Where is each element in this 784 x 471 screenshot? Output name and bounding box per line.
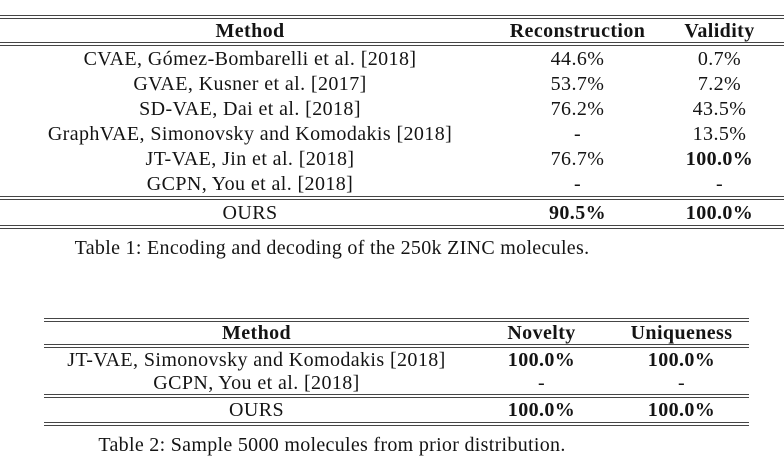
reconstruction-cell: 44.6% xyxy=(550,47,605,70)
method-cell: OURS xyxy=(229,399,284,421)
method-cell: GVAE, Kusner et al. [2017] xyxy=(133,72,367,95)
reconstruction-cell: 90.5% xyxy=(549,201,606,224)
table-row: GCPN, You et al. [2018] - - xyxy=(0,171,784,196)
table2-ours-row: OURS 100.0% 100.0% xyxy=(44,398,749,422)
table1-top-rule xyxy=(0,15,784,19)
table2-header-uniqueness: Uniqueness xyxy=(630,322,733,344)
method-cell: OURS xyxy=(222,201,278,224)
table1-header-reconstruction: Reconstruction xyxy=(509,19,646,42)
method-cell: JT-VAE, Simonovsky and Komodakis [2018] xyxy=(67,348,446,371)
uniqueness-cell: 100.0% xyxy=(647,348,716,371)
validity-cell: 0.7% xyxy=(697,47,742,70)
validity-cell: - xyxy=(715,172,724,195)
method-cell: CVAE, Gómez-Bombarelli et al. [2018] xyxy=(83,47,417,70)
table2-header-row: Method Novelty Uniqueness xyxy=(44,322,749,344)
table1-caption: Table 1: Encoding and decoding of the 25… xyxy=(74,237,590,259)
table2-footer-rule xyxy=(44,394,749,398)
table-row: GraphVAE, Simonovsky and Komodakis [2018… xyxy=(0,121,784,146)
table-1: Method Reconstruction Validity CVAE, Góm… xyxy=(0,15,784,229)
table2-header-novelty: Novelty xyxy=(507,322,576,344)
table-row: CVAE, Gómez-Bombarelli et al. [2018] 44.… xyxy=(0,46,784,71)
reconstruction-cell: - xyxy=(573,122,582,145)
method-cell: GCPN, You et al. [2018] xyxy=(146,172,354,195)
table-2: Method Novelty Uniqueness JT-VAE, Simono… xyxy=(44,318,749,426)
table-row: JT-VAE, Jin et al. [2018] 76.7% 100.0% xyxy=(0,146,784,171)
table1-ours-row: OURS 90.5% 100.0% xyxy=(0,200,784,225)
uniqueness-cell: - xyxy=(677,371,686,394)
method-cell: SD-VAE, Dai et al. [2018] xyxy=(139,97,361,120)
table1-bottom-rule xyxy=(0,225,784,229)
table-row: GVAE, Kusner et al. [2017] 53.7% 7.2% xyxy=(0,71,784,96)
validity-cell: 13.5% xyxy=(692,122,747,145)
table-row: JT-VAE, Simonovsky and Komodakis [2018] … xyxy=(44,348,749,371)
table2-bottom-rule xyxy=(44,422,749,426)
validity-cell: 100.0% xyxy=(685,147,754,170)
novelty-cell: - xyxy=(537,371,546,394)
validity-cell: 100.0% xyxy=(685,201,754,224)
table2-caption: Table 2: Sample 5000 molecules from prio… xyxy=(98,434,566,456)
table2-header-method: Method xyxy=(221,322,292,344)
method-cell: JT-VAE, Jin et al. [2018] xyxy=(145,147,355,170)
table-row: GCPN, You et al. [2018] - - xyxy=(44,371,749,394)
validity-cell: 7.2% xyxy=(697,72,742,95)
table-row: SD-VAE, Dai et al. [2018] 76.2% 43.5% xyxy=(0,96,784,121)
reconstruction-cell: 76.7% xyxy=(550,147,605,170)
method-cell: GCPN, You et al. [2018] xyxy=(153,371,360,394)
table1-header-method: Method xyxy=(215,19,285,42)
table2-header-rule xyxy=(44,344,749,348)
table1-footer-rule xyxy=(0,196,784,200)
novelty-cell: 100.0% xyxy=(507,399,576,421)
validity-cell: 43.5% xyxy=(692,97,747,120)
table1-header-rule xyxy=(0,42,784,46)
method-cell: GraphVAE, Simonovsky and Komodakis [2018… xyxy=(47,122,453,145)
reconstruction-cell: 53.7% xyxy=(550,72,605,95)
reconstruction-cell: - xyxy=(573,172,582,195)
uniqueness-cell: 100.0% xyxy=(647,399,716,421)
table1-header-row: Method Reconstruction Validity xyxy=(0,19,784,42)
reconstruction-cell: 76.2% xyxy=(550,97,605,120)
table2-top-rule xyxy=(44,318,749,322)
novelty-cell: 100.0% xyxy=(507,348,576,371)
table1-header-validity: Validity xyxy=(684,19,755,42)
